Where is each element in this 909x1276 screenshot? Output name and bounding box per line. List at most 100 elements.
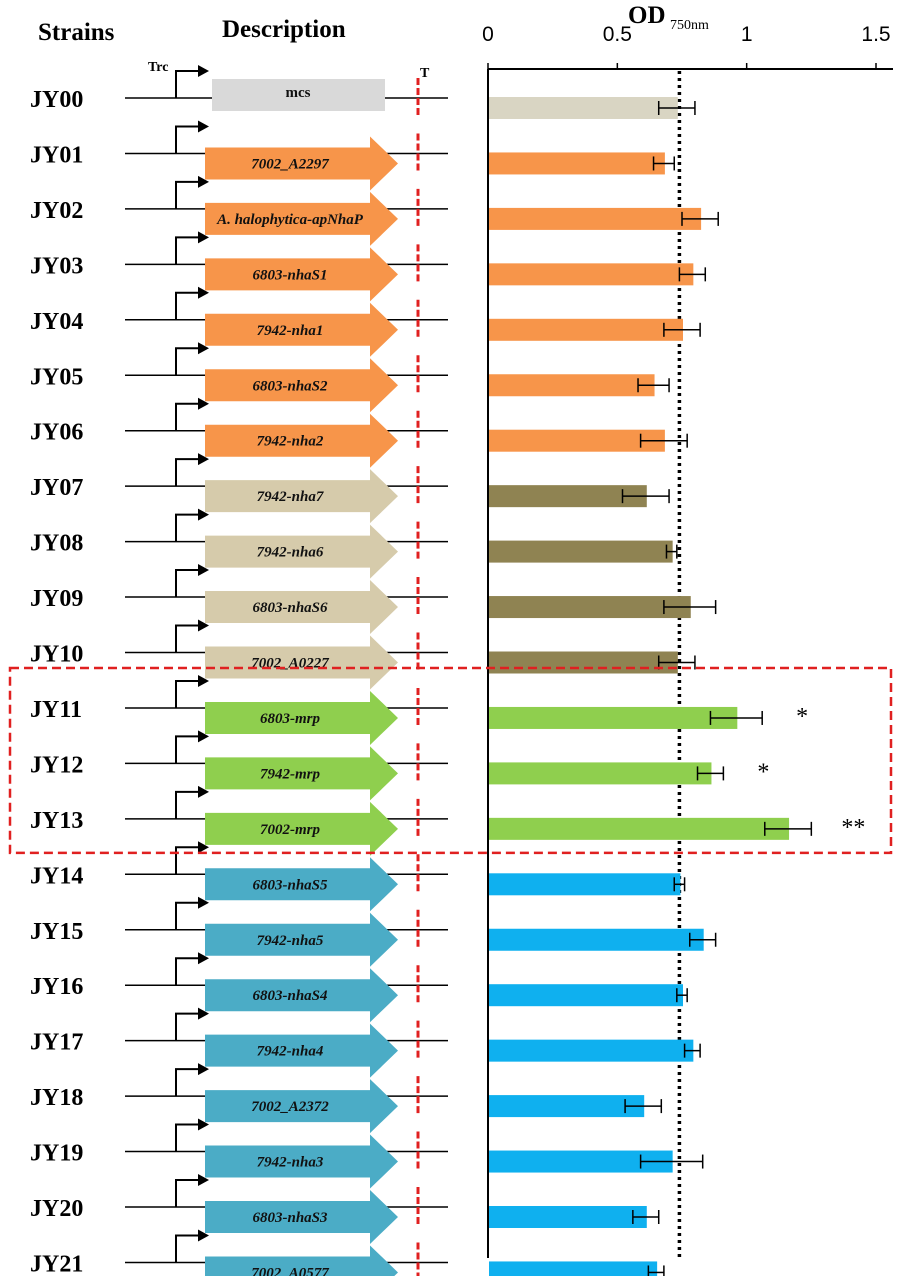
gene-arrow <box>205 857 398 912</box>
gene-label: A. halophytica-apNhaP <box>216 212 364 228</box>
promoter-arrow <box>175 180 198 209</box>
strain-label: JY21 <box>30 1251 83 1276</box>
promoter-arrow <box>175 402 198 431</box>
bar <box>489 596 691 619</box>
promoter-arrow <box>175 1234 198 1263</box>
promoter-arrowhead <box>198 1174 209 1186</box>
promoter-arrowhead <box>198 674 209 687</box>
strain-label: JY20 <box>30 1196 83 1222</box>
promoter-arrow <box>175 70 198 98</box>
promoter-arrow <box>175 790 198 819</box>
bar <box>489 429 665 452</box>
promoter-arrowhead <box>198 1007 209 1020</box>
bar <box>489 97 678 119</box>
promoter-arrow <box>175 679 198 708</box>
gene-label: 7942-nha3 <box>257 1155 324 1171</box>
bar <box>489 263 694 286</box>
promoter-arrow <box>175 1179 198 1207</box>
gene-arrow <box>205 690 398 745</box>
promoter-arrow <box>175 901 198 930</box>
gene-arrow <box>205 247 398 302</box>
gene-arrow <box>205 413 398 468</box>
gene-label: 7942-mrp <box>260 766 321 782</box>
promoter-label: Trc <box>148 60 168 75</box>
promoter-arrowhead <box>198 1118 209 1131</box>
gene-arrow <box>205 1134 398 1189</box>
gene-arrow <box>205 524 398 579</box>
strain-label: JY00 <box>30 87 83 113</box>
promoter-arrowhead <box>198 619 209 632</box>
promoter-arrow <box>175 125 198 154</box>
promoter-arrowhead <box>198 841 209 854</box>
promoter-arrow <box>175 1123 198 1152</box>
gene-label: 7002_A0577 <box>251 1265 329 1276</box>
strain-label: JY03 <box>30 253 83 279</box>
gene-label: 6803-nhaS4 <box>252 988 328 1004</box>
gene-label: 6803-nhaS2 <box>252 378 328 394</box>
gene-arrow <box>205 1190 398 1244</box>
strain-label: JY10 <box>30 642 83 668</box>
gene-label: 7002_A2372 <box>251 1099 329 1115</box>
strain-label: JY18 <box>30 1085 83 1111</box>
promoter-arrow <box>175 347 198 376</box>
bar <box>489 762 712 785</box>
mcs-block <box>212 79 385 111</box>
gene-label: 6803-nhaS3 <box>252 1210 328 1226</box>
promoter-arrow <box>175 1012 198 1041</box>
promoter-arrow <box>175 458 198 487</box>
strain-label: JY19 <box>30 1141 83 1167</box>
gene-label: 6803-nhaS5 <box>252 877 328 893</box>
bar <box>489 817 790 840</box>
od-label: OD <box>628 2 666 29</box>
promoter-arrowhead <box>198 175 209 188</box>
promoter-arrowhead <box>198 1229 209 1242</box>
significance-mark: * <box>757 759 769 785</box>
bar <box>489 873 681 896</box>
strain-label: JY06 <box>30 420 83 446</box>
promoter-arrowhead <box>198 286 209 299</box>
gene-arrow <box>205 302 398 357</box>
strain-label: JY01 <box>30 142 83 168</box>
bar <box>489 1150 673 1173</box>
promoter-arrow <box>175 624 198 653</box>
gene-arrow <box>205 1023 398 1078</box>
promoter-arrow <box>175 735 198 764</box>
bar <box>489 318 683 341</box>
promoter-arrowhead <box>198 231 209 244</box>
promoter-arrowhead <box>198 564 209 577</box>
strain-label: JY05 <box>30 364 83 390</box>
gene-label: 6803-nhaS6 <box>252 600 328 616</box>
gene-arrow <box>205 580 398 635</box>
promoter-arrow <box>175 569 198 598</box>
gene-arrow <box>205 358 398 413</box>
promoter-arrowhead <box>198 65 209 77</box>
significance-mark: * <box>796 704 808 730</box>
gene-arrow <box>205 635 398 690</box>
gene-label: 7942-nha2 <box>257 434 324 450</box>
strain-label: JY14 <box>30 863 83 889</box>
gene-label: 6803-mrp <box>260 711 321 727</box>
gene-label: 7942-nha5 <box>257 933 324 949</box>
gene-label: 7002_A2297 <box>251 156 329 172</box>
gene-arrow <box>205 191 398 246</box>
gene-arrow <box>205 746 398 801</box>
bar-chart: 0 0.5 1 1.5**** <box>8 23 893 1276</box>
gene-arrow <box>205 1079 398 1134</box>
bar <box>489 1206 647 1228</box>
strain-label: JY17 <box>30 1030 83 1056</box>
gene-label: 7942-nha4 <box>257 1044 324 1060</box>
promoter-arrowhead <box>198 508 209 521</box>
promoter-arrow <box>175 846 198 875</box>
strain-label: JY04 <box>30 309 83 335</box>
promoter-arrowhead <box>198 896 209 909</box>
bar <box>489 1261 658 1276</box>
promoter-arrow <box>175 236 198 265</box>
promoter-arrowhead <box>198 453 209 466</box>
gene-label: 7942-nha7 <box>257 489 324 505</box>
promoter-arrowhead <box>198 952 209 965</box>
description-header: Description <box>222 16 346 43</box>
strain-label: JY08 <box>30 531 83 557</box>
bar <box>489 207 702 230</box>
strain-label: JY15 <box>30 919 83 945</box>
